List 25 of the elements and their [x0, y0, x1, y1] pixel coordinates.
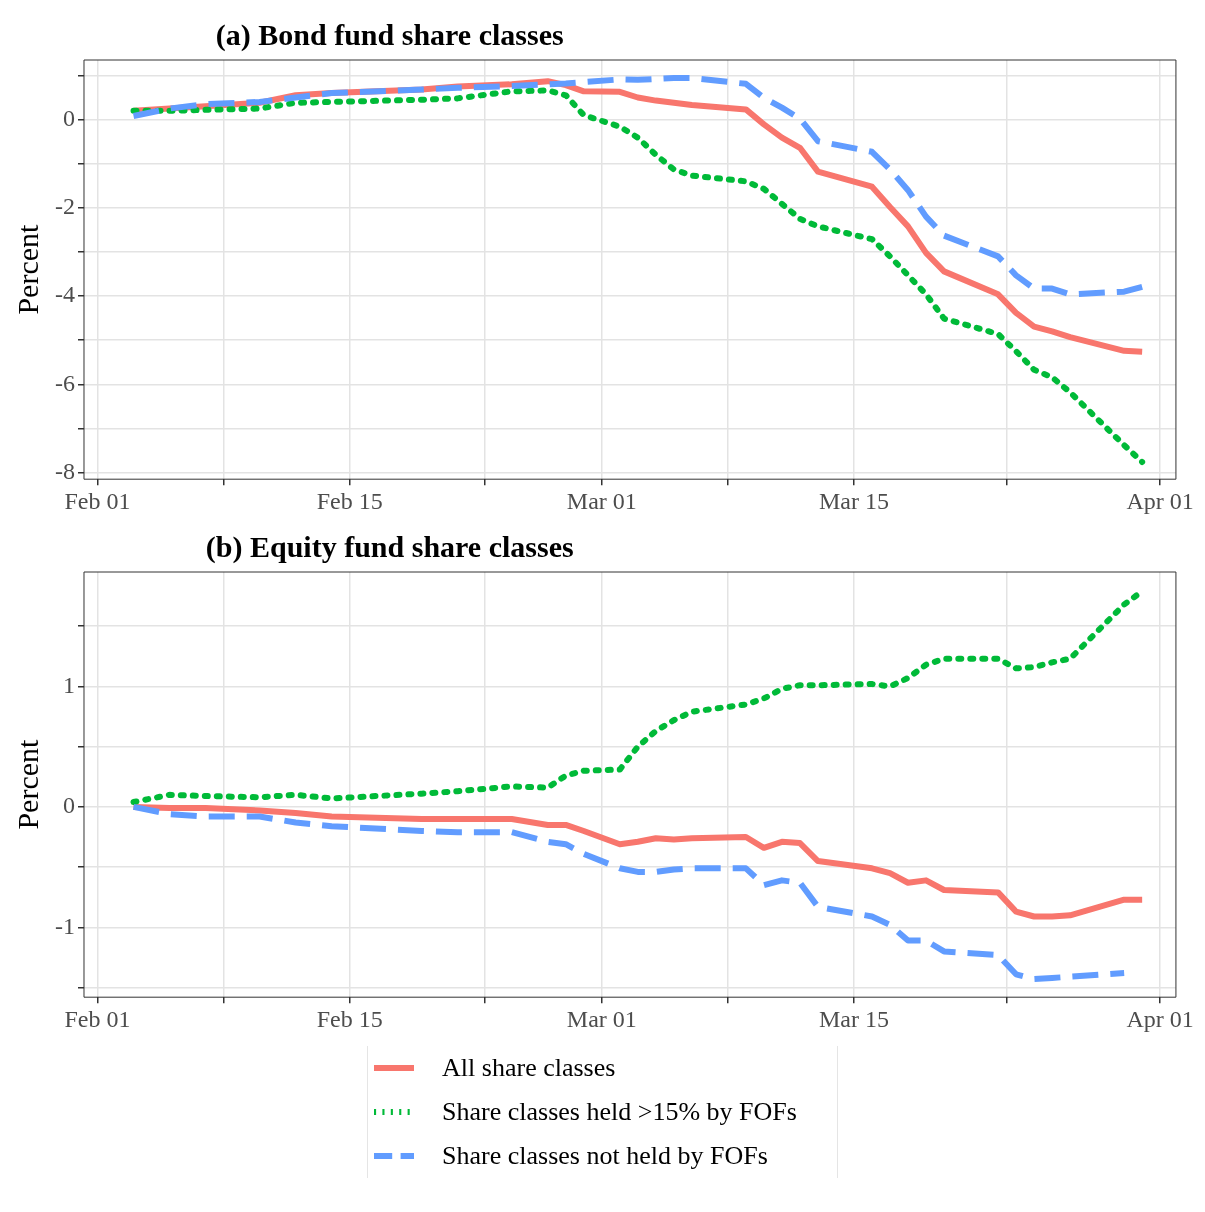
legend-label: All share classes: [442, 1053, 616, 1083]
y-axis-title: Percent: [10, 738, 44, 830]
x-tick-label: Feb 15: [316, 487, 383, 514]
x-tick-label: Apr 01: [1126, 487, 1194, 514]
y-tick-label: -1: [54, 912, 75, 939]
chart-title: (a) Bond fund share classes: [215, 17, 564, 52]
y-tick-label: -8: [54, 457, 75, 484]
x-tick-label: Feb 01: [64, 1005, 131, 1032]
y-tick-label: 0: [62, 104, 75, 131]
y-tick-label: 0: [62, 792, 75, 819]
x-tick-label: Mar 15: [818, 1005, 889, 1032]
y-tick-label: 1: [62, 671, 75, 698]
y-axis-title: Percent: [10, 223, 44, 315]
x-tick-label: Mar 01: [566, 1005, 637, 1032]
x-tick-label: Apr 01: [1126, 1005, 1194, 1032]
y-tick-label: -4: [54, 281, 75, 308]
x-tick-label: Mar 15: [818, 487, 889, 514]
x-tick-label: Feb 01: [64, 487, 131, 514]
y-tick-label: -6: [54, 369, 75, 396]
y-tick-label: -2: [54, 193, 75, 220]
x-tick-label: Mar 01: [566, 487, 637, 514]
chart-title: (b) Equity fund share classes: [205, 529, 574, 564]
legend-label: Share classes not held by FOFs: [442, 1141, 768, 1171]
legend-label: Share classes held >15% by FOFs: [442, 1097, 797, 1127]
x-tick-label: Feb 15: [316, 1005, 383, 1032]
